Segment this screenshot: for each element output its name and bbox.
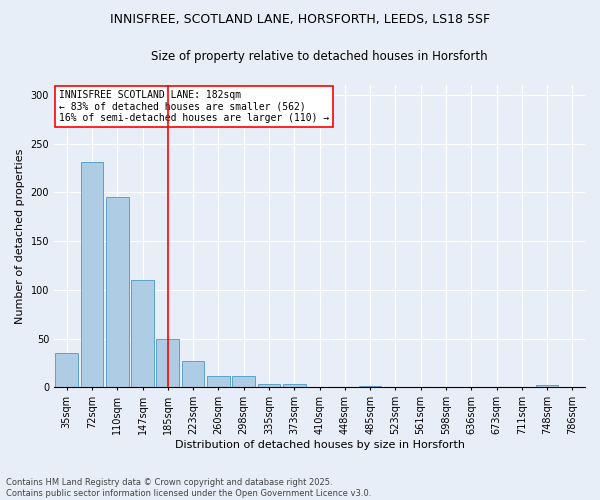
Bar — [55, 354, 78, 388]
Bar — [106, 197, 128, 388]
Text: Contains HM Land Registry data © Crown copyright and database right 2025.
Contai: Contains HM Land Registry data © Crown c… — [6, 478, 371, 498]
Bar — [257, 384, 280, 388]
Bar — [80, 162, 103, 388]
Bar — [359, 386, 382, 388]
Bar — [232, 376, 255, 388]
Bar — [157, 338, 179, 388]
X-axis label: Distribution of detached houses by size in Horsforth: Distribution of detached houses by size … — [175, 440, 464, 450]
Bar — [131, 280, 154, 388]
Y-axis label: Number of detached properties: Number of detached properties — [15, 148, 25, 324]
Bar — [536, 386, 559, 388]
Text: INNISFREE, SCOTLAND LANE, HORSFORTH, LEEDS, LS18 5SF: INNISFREE, SCOTLAND LANE, HORSFORTH, LEE… — [110, 12, 490, 26]
Bar — [283, 384, 305, 388]
Bar — [182, 361, 205, 388]
Bar — [207, 376, 230, 388]
Text: INNISFREE SCOTLAND LANE: 182sqm
← 83% of detached houses are smaller (562)
16% o: INNISFREE SCOTLAND LANE: 182sqm ← 83% of… — [59, 90, 329, 122]
Title: Size of property relative to detached houses in Horsforth: Size of property relative to detached ho… — [151, 50, 488, 63]
